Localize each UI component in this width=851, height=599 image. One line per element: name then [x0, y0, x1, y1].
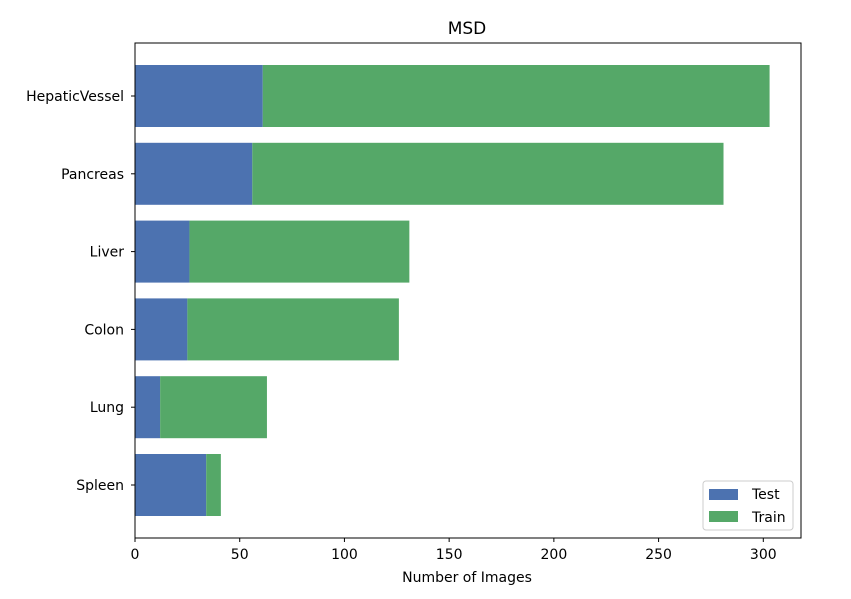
y-tick-label: Liver: [90, 245, 125, 261]
x-axis-label: Number of Images: [402, 570, 532, 586]
x-tick-label: 100: [331, 547, 358, 563]
bar-train-spleen: [206, 454, 221, 516]
bar-train-liver: [189, 220, 410, 283]
bar-test-hepaticvessel: [135, 65, 263, 127]
plot-frame: [134, 42, 802, 539]
legend-label-test: Test: [751, 487, 780, 503]
x-tick-label: 50: [231, 547, 249, 563]
bar-train-hepaticvessel: [262, 65, 770, 127]
x-tick-label: 150: [436, 547, 463, 563]
bar-train-colon: [187, 298, 399, 361]
x-tick-label: 200: [541, 547, 568, 563]
legend: Test Train: [702, 480, 794, 531]
bars-group: [135, 65, 770, 516]
y-tick-label: Lung: [90, 400, 124, 416]
x-tick-label: 0: [131, 547, 140, 563]
legend-swatch-train: [709, 511, 738, 522]
bar-train-lung: [160, 376, 267, 439]
x-tick-label: 300: [750, 547, 777, 563]
x-tick-label: 250: [645, 547, 672, 563]
bar-test-liver: [135, 220, 190, 283]
x-axis: 0 50 100 150 200 250 300: [131, 538, 777, 563]
bar-test-spleen: [135, 454, 207, 516]
y-axis: HepaticVessel Pancreas Liver Colon Lung Splee…: [26, 89, 135, 494]
y-tick-label: HepaticVessel: [26, 89, 124, 105]
y-tick-label: Spleen: [76, 478, 124, 494]
bar-test-pancreas: [135, 142, 253, 205]
chart-title: MSD: [448, 19, 487, 39]
legend-label-train: Train: [751, 510, 786, 526]
bar-train-pancreas: [252, 142, 724, 205]
legend-swatch-test: [709, 489, 738, 500]
bar-test-colon: [135, 298, 188, 361]
bar-test-lung: [135, 376, 161, 439]
y-tick-label: Pancreas: [61, 167, 124, 183]
y-tick-label: Colon: [84, 322, 124, 338]
